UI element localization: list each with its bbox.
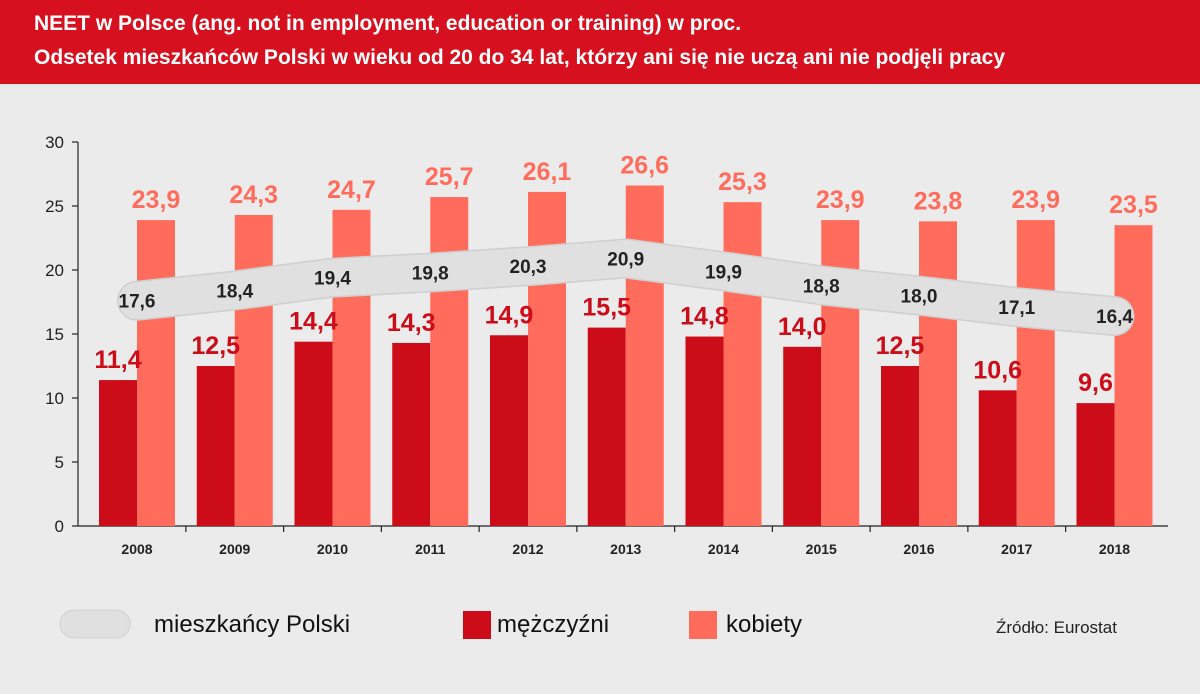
x-tick-label: 2014 — [708, 541, 739, 557]
women-value-label: 26,1 — [523, 158, 572, 186]
bar-women — [137, 220, 175, 526]
y-tick-label: 20 — [45, 261, 64, 280]
women-value-label: 24,3 — [229, 181, 278, 209]
bar-men — [392, 342, 431, 526]
y-tick-label: 0 — [55, 517, 64, 536]
y-tick-label: 15 — [45, 325, 64, 344]
women-value-label: 23,5 — [1109, 191, 1158, 219]
bar-men — [587, 327, 626, 526]
x-tick-label: 2009 — [219, 541, 250, 557]
men-value-label: 14,8 — [680, 303, 729, 331]
total-value-label: 19,9 — [705, 262, 742, 283]
x-tick-label: 2015 — [806, 541, 837, 557]
x-tick-label: 2012 — [512, 541, 543, 557]
x-tick-label: 2017 — [1001, 541, 1032, 557]
bar-chart: 0 5 10 15 20 25 30 2008 2009 2010 2011 2012 2013 2014… — [45, 133, 1168, 557]
legend-swatch-women — [689, 611, 717, 639]
bar-women — [430, 197, 469, 527]
x-tick-label: 2008 — [121, 541, 152, 557]
bar-women — [919, 221, 957, 527]
women-value-label: 23,8 — [914, 187, 963, 215]
total-value-label: 18,0 — [901, 287, 938, 308]
bar-women — [1114, 225, 1153, 526]
women-value-label: 23,9 — [816, 186, 865, 214]
bar-women — [234, 214, 273, 526]
total-value-label: 19,4 — [314, 269, 351, 290]
women-value-label: 25,7 — [425, 163, 474, 191]
total-value-label: 19,8 — [412, 264, 449, 285]
bar-men — [783, 346, 822, 526]
total-value-label: 20,3 — [510, 257, 547, 278]
legend-swatch-men — [463, 611, 491, 639]
x-tick-label: 2011 — [415, 541, 446, 557]
men-value-label: 14,4 — [289, 308, 338, 336]
bar-men — [881, 366, 919, 526]
bar-men — [196, 366, 235, 526]
x-tick-label: 2010 — [317, 541, 348, 557]
x-tick-label: 2016 — [903, 541, 934, 557]
chart-title: NEET w Polsce (ang. not in employment, e… — [34, 12, 742, 35]
bar-men — [490, 335, 528, 526]
men-value-label: 12,5 — [876, 332, 925, 360]
bar-women — [1016, 220, 1055, 526]
women-value-label: 25,3 — [718, 168, 767, 196]
men-value-label: 14,3 — [387, 309, 436, 337]
men-value-label: 14,0 — [778, 313, 827, 341]
bar-men — [1076, 403, 1115, 526]
source-note: Źródło: Eurostat — [996, 618, 1117, 637]
men-value-label: 14,9 — [485, 301, 534, 329]
y-tick-label: 5 — [55, 453, 64, 472]
legend-label-total: mieszkańcy Polski — [154, 611, 351, 638]
bar-women — [528, 191, 566, 527]
x-tick-label: 2018 — [1099, 541, 1130, 557]
men-value-label: 10,6 — [973, 356, 1022, 384]
y-tick-label: 25 — [45, 197, 64, 216]
legend-label-men: mężczyźni — [497, 611, 610, 638]
women-value-label: 23,9 — [1011, 186, 1060, 214]
total-value-label: 20,9 — [607, 249, 644, 270]
legend-swatch-total — [59, 609, 131, 639]
y-tick-label: 30 — [45, 133, 64, 152]
women-value-label: 26,6 — [620, 152, 669, 180]
total-value-label: 17,6 — [119, 292, 156, 313]
chart-subtitle: Odsetek mieszkańców Polski w wieku od 20… — [34, 46, 1006, 69]
bar-women — [723, 202, 762, 526]
men-value-label: 12,5 — [191, 332, 240, 360]
x-tick-label: 2013 — [610, 541, 641, 557]
total-value-label: 17,1 — [998, 298, 1035, 319]
legend-label-women: kobiety — [726, 611, 803, 638]
bar-men — [978, 390, 1017, 526]
bar-men — [294, 341, 333, 526]
total-value-label: 18,4 — [216, 281, 253, 302]
bar-men — [685, 336, 724, 526]
total-value-label: 18,8 — [803, 276, 840, 297]
total-line — [118, 239, 1133, 335]
men-value-label: 9,6 — [1078, 369, 1113, 397]
men-value-label: 15,5 — [582, 294, 631, 322]
women-value-label: 24,7 — [327, 176, 376, 204]
men-value-label: 11,4 — [94, 346, 141, 374]
bar-women — [625, 185, 664, 526]
chart-header: NEET w Polsce (ang. not in employment, e… — [0, 0, 1200, 84]
total-value-label: 16,4 — [1096, 307, 1133, 328]
y-tick-label: 10 — [45, 389, 64, 408]
women-value-label: 23,9 — [132, 186, 181, 214]
bar-men — [99, 380, 137, 526]
